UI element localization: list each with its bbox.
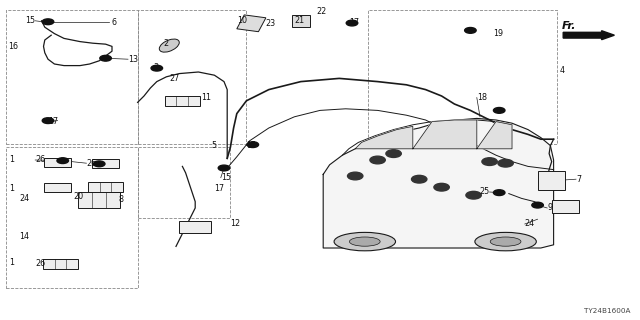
Bar [179, 221, 211, 233]
Bar [44, 158, 71, 167]
Circle shape [434, 183, 449, 191]
Text: 19: 19 [493, 29, 503, 38]
Text: 14: 14 [19, 232, 29, 241]
Text: 8: 8 [118, 196, 124, 204]
Text: 17: 17 [214, 184, 225, 193]
Circle shape [482, 158, 497, 165]
Text: 6: 6 [112, 18, 117, 27]
Circle shape [386, 150, 401, 157]
Bar [44, 259, 79, 269]
Bar [6, 10, 138, 144]
Bar [138, 147, 230, 218]
Bar [237, 15, 266, 32]
Circle shape [498, 159, 513, 167]
Bar [552, 200, 579, 213]
Polygon shape [413, 120, 477, 149]
Text: 11: 11 [202, 93, 212, 102]
Circle shape [348, 172, 363, 180]
Circle shape [346, 20, 358, 26]
Text: 25: 25 [479, 188, 490, 196]
Ellipse shape [475, 232, 536, 251]
Text: 24: 24 [525, 220, 535, 228]
Bar [6, 147, 138, 288]
Text: 21: 21 [294, 16, 305, 25]
Text: 10: 10 [237, 16, 247, 25]
Circle shape [370, 156, 385, 164]
Text: 26: 26 [86, 159, 97, 168]
Polygon shape [477, 122, 512, 149]
Text: 18: 18 [477, 93, 487, 102]
Circle shape [42, 19, 54, 25]
Text: 1: 1 [10, 184, 15, 193]
Text: 20: 20 [74, 192, 84, 201]
Circle shape [93, 161, 105, 167]
Ellipse shape [334, 232, 396, 251]
Circle shape [42, 118, 54, 124]
Text: 27: 27 [170, 74, 180, 83]
Text: 3: 3 [154, 63, 159, 72]
Text: 24: 24 [19, 194, 29, 203]
Text: 5: 5 [211, 141, 216, 150]
Bar [368, 10, 557, 144]
Polygon shape [355, 126, 413, 149]
Text: 23: 23 [266, 20, 276, 28]
Text: 15: 15 [246, 141, 257, 150]
Polygon shape [323, 118, 554, 248]
Text: Fr.: Fr. [562, 21, 577, 31]
Text: 7: 7 [576, 175, 581, 184]
Text: 17: 17 [48, 117, 58, 126]
Text: 16: 16 [8, 42, 19, 51]
Text: 12: 12 [230, 220, 241, 228]
Bar [164, 96, 200, 106]
Circle shape [532, 202, 543, 208]
Circle shape [493, 108, 505, 113]
Bar [92, 159, 119, 168]
Circle shape [57, 158, 68, 164]
Text: 2: 2 [163, 39, 168, 48]
Circle shape [465, 28, 476, 33]
Circle shape [247, 142, 259, 148]
FancyArrow shape [563, 31, 614, 40]
Circle shape [466, 191, 481, 199]
Circle shape [493, 190, 505, 196]
Bar [538, 171, 565, 190]
Text: 26: 26 [35, 260, 45, 268]
Bar [292, 15, 310, 27]
Ellipse shape [349, 237, 380, 246]
Text: 15: 15 [25, 16, 35, 25]
Bar [138, 10, 246, 144]
Text: 22: 22 [317, 7, 327, 16]
Text: 1: 1 [10, 156, 15, 164]
Text: 15: 15 [221, 173, 231, 182]
Text: 13: 13 [128, 55, 138, 64]
Text: 26: 26 [35, 156, 45, 164]
Bar [44, 183, 71, 192]
Text: 4: 4 [560, 66, 565, 75]
Text: 1: 1 [10, 258, 15, 267]
Circle shape [151, 65, 163, 71]
Text: TY24B1600A: TY24B1600A [584, 308, 630, 314]
Circle shape [100, 55, 111, 61]
Circle shape [218, 165, 230, 171]
Ellipse shape [490, 237, 521, 246]
Text: 17: 17 [349, 18, 359, 27]
Circle shape [412, 175, 427, 183]
Text: 9: 9 [547, 204, 552, 212]
Bar [88, 182, 123, 192]
Ellipse shape [159, 39, 179, 52]
Bar [79, 192, 120, 208]
